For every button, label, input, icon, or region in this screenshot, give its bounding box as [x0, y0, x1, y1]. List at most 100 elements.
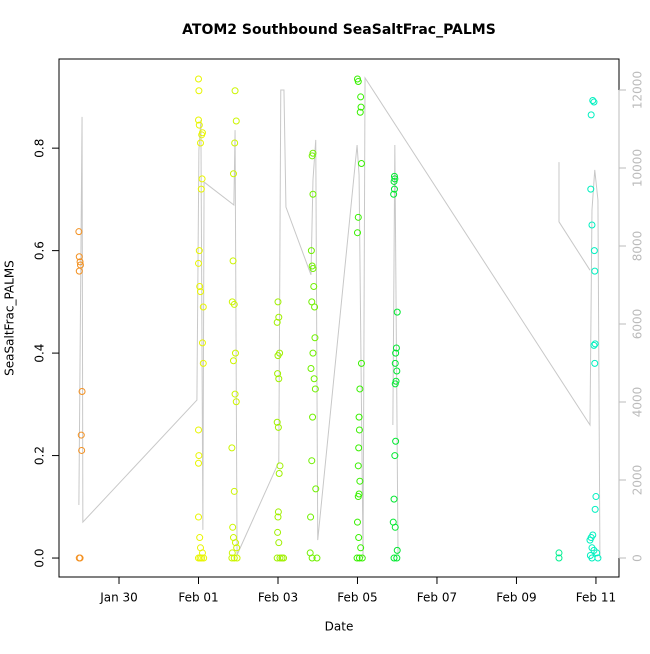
point	[390, 495, 398, 503]
point	[198, 131, 206, 139]
point	[196, 534, 204, 542]
point	[76, 554, 84, 562]
point	[230, 554, 238, 562]
point	[195, 513, 203, 521]
point	[195, 426, 203, 434]
point	[312, 485, 320, 493]
point	[273, 318, 281, 326]
point	[196, 288, 204, 296]
point	[590, 98, 598, 106]
point	[231, 139, 239, 147]
point	[357, 93, 365, 101]
point	[275, 539, 283, 547]
point	[195, 259, 203, 267]
point	[196, 282, 204, 290]
y2-tick-label: 10000	[631, 149, 645, 187]
point	[195, 116, 203, 124]
point	[228, 554, 236, 562]
y-axis-label: SeaSaltFrac_PALMS	[3, 260, 17, 376]
x-axis-label: Date	[325, 620, 354, 634]
x-tick-label: Feb 11	[576, 591, 616, 605]
point	[354, 213, 362, 221]
point	[353, 518, 361, 526]
y2-tick-label: 8000	[631, 231, 645, 262]
point	[391, 359, 399, 367]
x-tick-label: Feb 09	[496, 591, 536, 605]
point	[232, 398, 240, 406]
point	[310, 375, 318, 383]
point	[196, 139, 204, 147]
point	[308, 554, 316, 562]
point	[357, 544, 365, 552]
point	[308, 457, 316, 465]
y-tick-label: 0.4	[33, 344, 47, 363]
point	[392, 344, 400, 352]
point	[590, 341, 598, 349]
point	[309, 190, 317, 198]
point	[356, 385, 364, 393]
point	[393, 546, 401, 554]
y2-tick-label: 4000	[631, 387, 645, 418]
point	[197, 185, 205, 193]
point	[591, 340, 599, 348]
point	[555, 554, 563, 562]
y-tick-label: 0.6	[33, 241, 47, 260]
x-tick-label: Feb 05	[337, 591, 377, 605]
point	[232, 117, 240, 125]
point	[231, 539, 239, 547]
point	[229, 357, 237, 365]
y-tick-label: 0.8	[33, 139, 47, 158]
point	[307, 513, 315, 521]
point	[390, 190, 398, 198]
point	[591, 505, 599, 513]
point	[274, 513, 282, 521]
point	[195, 459, 203, 467]
point	[308, 152, 316, 160]
point	[594, 554, 602, 562]
point	[587, 185, 595, 193]
point	[588, 221, 596, 229]
point	[555, 549, 563, 557]
y2-tick-label: 6000	[631, 309, 645, 340]
x-tick-label: Feb 01	[178, 591, 218, 605]
point	[313, 554, 321, 562]
point	[586, 536, 594, 544]
point	[393, 308, 401, 316]
point	[355, 426, 363, 434]
point	[391, 452, 399, 460]
x-tick-label: Jan 30	[99, 591, 138, 605]
point	[77, 431, 85, 439]
point	[198, 554, 206, 562]
point	[200, 554, 208, 562]
point	[393, 554, 401, 562]
point	[230, 487, 238, 495]
point	[390, 554, 398, 562]
chart-title: ATOM2 Southbound SeaSaltFrac_PALMS	[182, 22, 496, 38]
point	[353, 554, 361, 562]
point	[230, 300, 238, 308]
point	[392, 437, 400, 445]
point	[195, 121, 203, 129]
point	[393, 367, 401, 375]
point	[229, 257, 237, 265]
point	[276, 462, 284, 470]
y2-tick-label: 2000	[631, 465, 645, 496]
point	[391, 523, 399, 531]
point	[75, 253, 83, 261]
point	[355, 444, 363, 452]
point	[309, 349, 317, 357]
point	[589, 97, 597, 105]
y2-tick-label: 12000	[631, 71, 645, 109]
point	[78, 388, 86, 396]
point	[390, 172, 398, 180]
point	[273, 418, 281, 426]
point	[355, 413, 363, 421]
point	[356, 477, 364, 485]
point	[199, 359, 207, 367]
point	[390, 177, 398, 185]
point	[593, 549, 601, 557]
point	[587, 111, 595, 119]
point	[228, 444, 236, 452]
point	[280, 554, 288, 562]
point	[276, 554, 284, 562]
